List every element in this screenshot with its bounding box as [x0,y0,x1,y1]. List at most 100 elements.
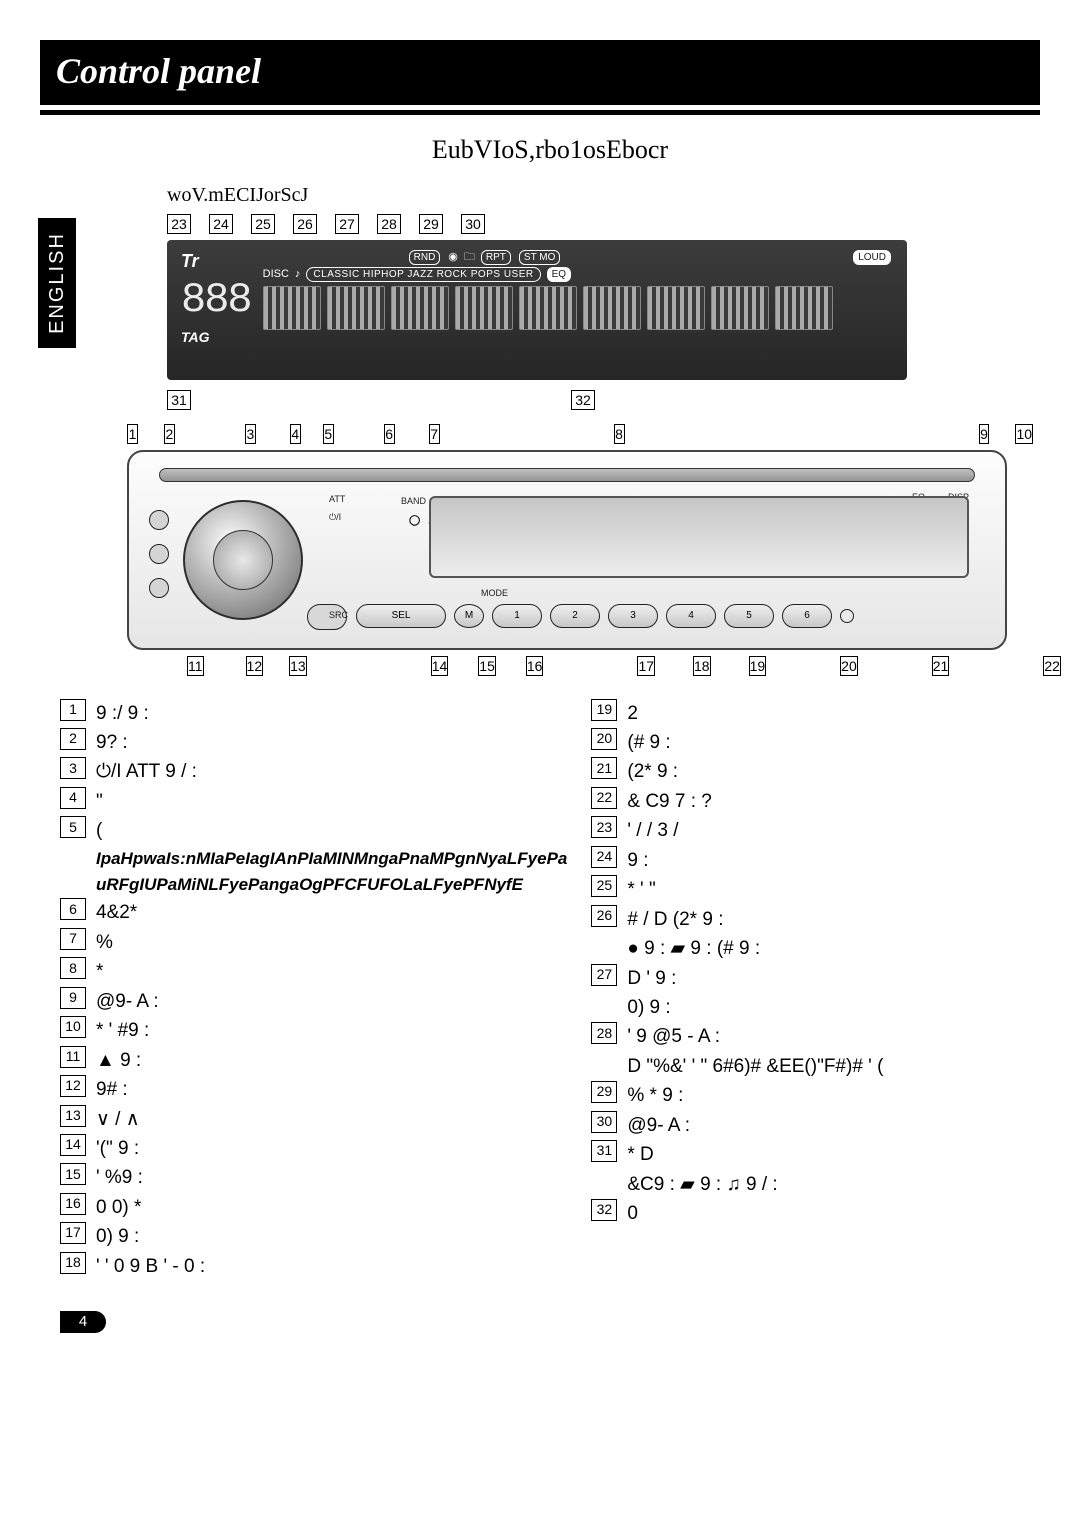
legend-item-26: 26# / D (2* 9 : [591,905,1040,934]
legend: 19 :/ 9 :29? :3⏻/I ATT 9 / :4"5(IpaHpwaI… [60,699,1040,1282]
callout-19: 19 [749,656,767,676]
volume-dial[interactable] [183,500,303,620]
legend-num: 23 [591,816,617,838]
legend-num: 28 [591,1022,617,1044]
legend-item-5: 5( [60,816,567,845]
num-2-button[interactable]: 2 [550,604,600,628]
language-tab-text: ENGLISH [44,232,70,334]
callouts-panel-bottom: 111213141516171819202122 [187,656,1033,676]
legend-note-text: uRFgIUPaMiNLFyePangaOgPFCFUFOLaLFyePFNyf… [96,872,523,898]
src-label: SRC [329,610,348,622]
legend-right-col: 19220(# 9 :21(2* 9 :22& C9 7 : ?23' / / … [591,699,1040,1282]
callouts-display-bottom: 31 32 [167,390,1033,410]
legend-num: 21 [591,757,617,779]
legend-item-1: 19 :/ 9 : [60,699,567,728]
legend-text: (2* 9 : [627,757,1040,786]
num-5-button[interactable]: 5 [724,604,774,628]
legend-item-13: 13∨ / ∧ [60,1105,567,1134]
legend-item-12: 129# : [60,1075,567,1104]
sel-text: SEL [392,609,411,622]
num-4-button[interactable]: 4 [666,604,716,628]
callouts-display-top: 2324252627282930 [167,214,1033,234]
callout-20: 20 [840,656,858,676]
num-1-button[interactable]: 1 [492,604,542,628]
diagram-area: woV.mECIJorScJ 2324252627282930 Tr 888 T… [120,175,1040,683]
callout-13: 13 [289,656,307,676]
legend-num: 5 [60,816,86,838]
legend-num: 26 [591,905,617,927]
track-digits: 888 [181,273,251,328]
legend-num: 31 [591,1140,617,1162]
power-label: ⏻/I [329,512,341,524]
mode-label: MODE [481,588,508,600]
legend-text: @9- A : [96,987,567,1016]
lower-buttons: SRC SEL M 1 2 3 4 5 6 [329,600,969,632]
segment-display [263,286,893,330]
legend-text: 0) 9 : [627,993,1040,1022]
legend-item-25: 25* ' " [591,875,1040,904]
callouts-panel-top: 12345678910 [127,424,1033,444]
stmo-badge: ST MO [519,250,560,265]
callout-5: 5 [323,424,334,444]
num-6-button[interactable]: 6 [782,604,832,628]
callout-9: 9 [979,424,990,444]
callout-14: 14 [431,656,449,676]
legend-item-8: 8* [60,957,567,986]
legend-item-18: 18' ' 0 9 B ' - 0 : [60,1252,567,1281]
tr-label: Tr [181,250,251,273]
lcd-window [429,496,969,578]
legend-num: 2 [60,728,86,750]
legend-text: 0) 9 : [96,1222,567,1251]
legend-item-31: 31* D [591,1140,1040,1169]
legend-item-27: 27 D ' 9 : [591,964,1040,993]
legend-num: 27 [591,964,617,986]
legend-num: 19 [591,699,617,721]
legend-text: 2 [627,699,1040,728]
callout-32: 32 [571,390,595,410]
legend-text: ▲ 9 : [96,1046,567,1075]
callout-21: 21 [932,656,950,676]
aux-jack[interactable] [840,609,854,623]
legend-text: &C9 : ▰ 9 : ♫ 9 / : [627,1170,1040,1199]
legend-text: * [96,957,567,986]
legend-text: " [96,787,567,816]
legend-note: IpaHpwaIs:nMIaPeIagIAnPIaMINMngaPnaMPgnN… [60,846,567,872]
legend-text: D "%&' ' " 6#6)# &EE()"F#)# ' ( [627,1052,1040,1081]
folder-icon: 🗀 [464,250,475,264]
legend-note: uRFgIUPaMiNLFyePangaOgPFCFUFOLaLFyePFNyf… [60,872,567,898]
legend-num: 1 [60,699,86,721]
legend-item-16: 160 0) * [60,1193,567,1222]
legend-num: 12 [60,1075,86,1097]
legend-num: 32 [591,1199,617,1221]
legend-num: 9 [60,987,86,1009]
legend-text: ● 9 : ▰ 9 : (# 9 : [627,934,1040,963]
legend-text: 0 [627,1199,1040,1228]
banner-underline [40,110,1040,115]
legend-num: 10 [60,1016,86,1038]
callout-29: 29 [419,214,443,234]
legend-text: ⏻/I ATT 9 / : [96,757,567,786]
num-2: 2 [572,609,578,622]
language-tab: ENGLISH [38,218,76,348]
callout-4: 4 [290,424,301,444]
legend-item-32: 32 0 [591,1199,1040,1228]
legend-note-text: IpaHpwaIs:nMIaPeIagIAnPIaMINMngaPnaMPgnN… [96,846,567,872]
legend-subline: ● 9 : ▰ 9 : (# 9 : [591,934,1040,963]
callout-17: 17 [637,656,655,676]
sel-button[interactable]: SEL [356,604,446,628]
legend-num: 25 [591,875,617,897]
num-6: 6 [804,609,810,622]
num-3-button[interactable]: 3 [608,604,658,628]
legend-text: ' ' 0 9 B ' - 0 : [96,1252,567,1281]
legend-text: % [96,928,567,957]
callout-31: 31 [167,390,191,410]
callout-28: 28 [377,214,401,234]
m-button[interactable]: M [454,604,484,628]
legend-num: 11 [60,1046,86,1068]
legend-num: 29 [591,1081,617,1103]
display-top-icons: RND ◉ 🗀 RPT ST MO LOUD [263,250,893,265]
legend-text: ' %9 : [96,1163,567,1192]
num-4: 4 [688,609,694,622]
legend-num: 15 [60,1163,86,1185]
legend-item-28: 28' 9 @5 - A : [591,1022,1040,1051]
